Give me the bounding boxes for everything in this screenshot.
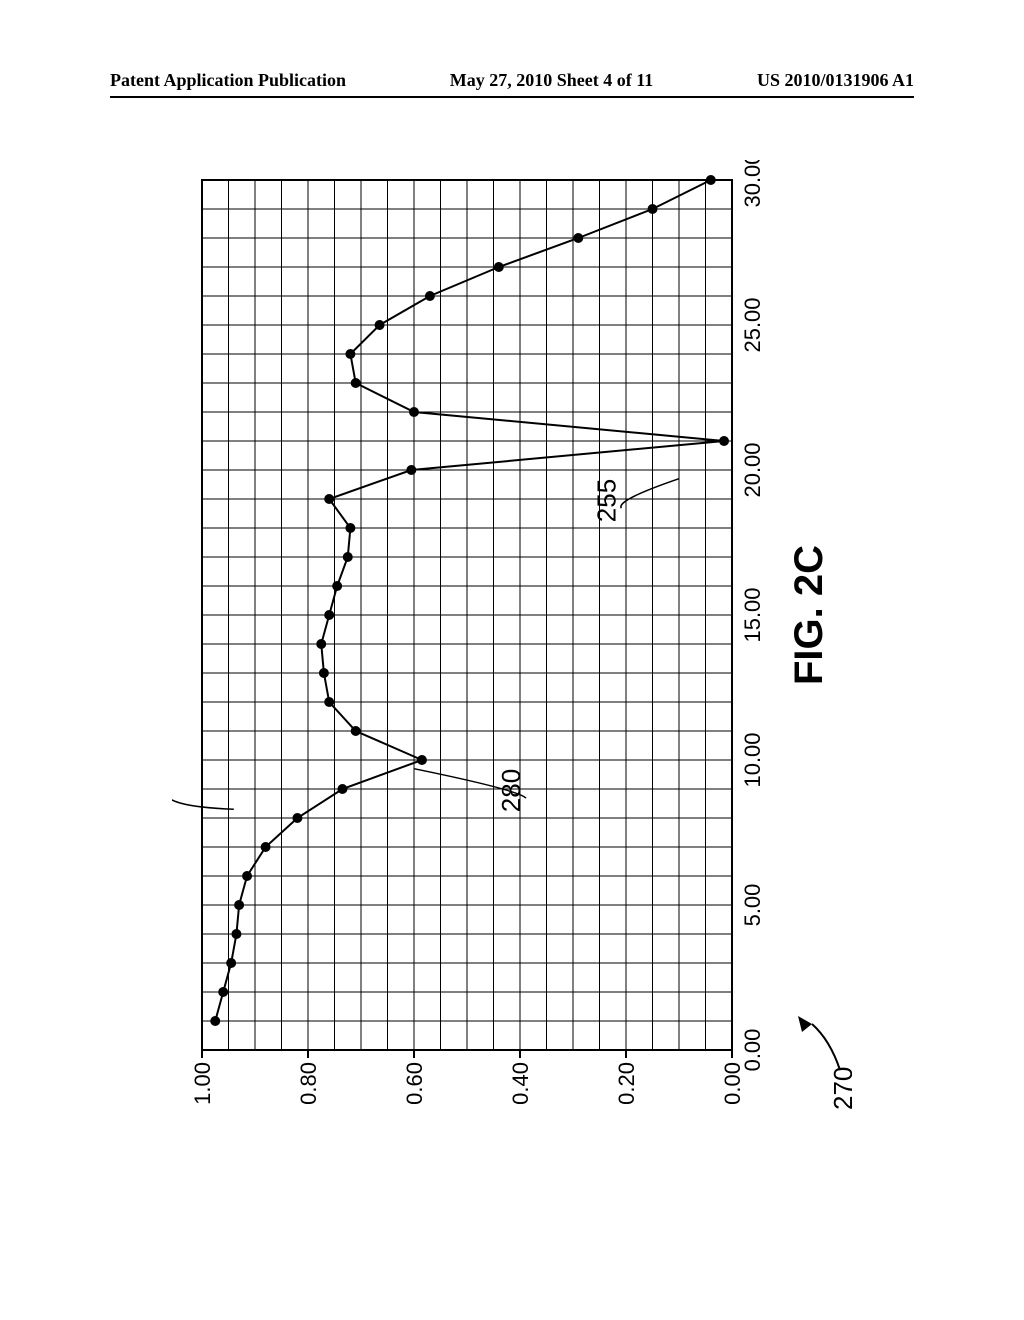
ytick-label: 0.20 <box>614 1062 639 1105</box>
data-marker <box>573 233 583 243</box>
grid <box>202 180 732 1050</box>
ytick-label: 0.40 <box>508 1062 533 1105</box>
data-marker <box>494 262 504 272</box>
ref-255-label: 255 <box>591 479 621 522</box>
xtick-label: 10.00 <box>740 732 765 787</box>
header-rule <box>110 96 914 98</box>
data-marker <box>375 320 385 330</box>
data-marker <box>719 436 729 446</box>
data-marker <box>351 726 361 736</box>
ytick-label: 0.60 <box>402 1062 427 1105</box>
data-marker <box>242 871 252 881</box>
figure-label: FIG. 2C <box>787 545 831 685</box>
data-marker <box>292 813 302 823</box>
data-marker <box>226 958 236 968</box>
xtick-label: 25.00 <box>740 297 765 352</box>
figure-rotor: 0.000.200.400.600.801.000.005.0010.0015.… <box>172 160 852 1140</box>
ytick-label: 0.80 <box>296 1062 321 1105</box>
data-marker <box>337 784 347 794</box>
data-marker <box>343 552 353 562</box>
data-marker <box>261 842 271 852</box>
xtick-label: 15.00 <box>740 587 765 642</box>
chart-svg: 0.000.200.400.600.801.000.005.0010.0015.… <box>172 160 852 1140</box>
data-marker <box>351 378 361 388</box>
data-marker <box>218 987 228 997</box>
figure-2c: 0.000.200.400.600.801.000.005.0010.0015.… <box>120 160 904 1140</box>
data-marker <box>409 407 419 417</box>
ref-270-label: 270 <box>828 1067 852 1110</box>
header-right: US 2010/0131906 A1 <box>757 70 914 91</box>
data-marker <box>231 929 241 939</box>
data-marker <box>319 668 329 678</box>
data-marker <box>324 610 334 620</box>
data-marker <box>417 755 427 765</box>
xtick-label: 30.00 <box>740 160 765 208</box>
header-center: May 27, 2010 Sheet 4 of 11 <box>450 70 653 91</box>
data-marker <box>425 291 435 301</box>
data-marker <box>406 465 416 475</box>
xtick-label: 5.00 <box>740 884 765 927</box>
data-marker <box>234 900 244 910</box>
data-marker <box>324 697 334 707</box>
data-marker <box>332 581 342 591</box>
data-marker <box>210 1016 220 1026</box>
xtick-label: 20.00 <box>740 442 765 497</box>
data-marker <box>324 494 334 504</box>
ref-280-label: 280 <box>496 769 526 812</box>
patent-header: Patent Application Publication May 27, 2… <box>0 70 1024 91</box>
ytick-label: 1.00 <box>190 1062 215 1105</box>
data-marker <box>316 639 326 649</box>
data-marker <box>345 349 355 359</box>
data-marker <box>648 204 658 214</box>
header-left: Patent Application Publication <box>110 70 346 91</box>
data-marker <box>706 175 716 185</box>
xtick-label: 0.00 <box>740 1029 765 1072</box>
data-marker <box>345 523 355 533</box>
